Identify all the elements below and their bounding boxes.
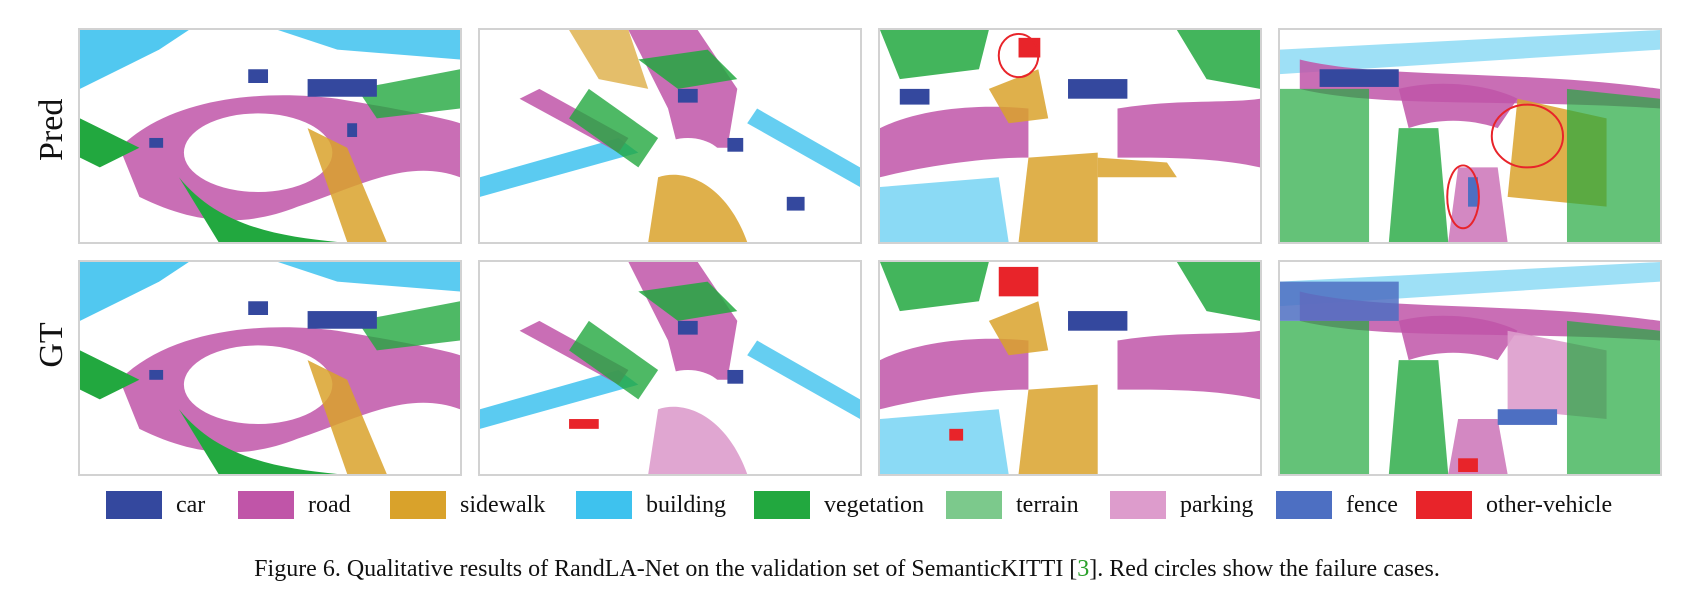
panel-pred-scene-1 [78, 28, 462, 244]
legend-item-terrain: terrain [946, 490, 1079, 520]
legend-label: vegetation [824, 491, 924, 518]
legend-swatch [1110, 491, 1166, 519]
legend-label: building [646, 491, 727, 518]
legend-item-building: building [576, 490, 726, 520]
legend-swatch [238, 491, 294, 519]
legend-item-fence: fence [1276, 490, 1398, 520]
point-cloud-image [880, 30, 1260, 242]
legend-item-other-vehicle: other-vehicle [1416, 490, 1612, 520]
legend-swatch [946, 491, 1002, 519]
point-cloud-image [880, 262, 1260, 474]
row-label-pred: Pred [33, 98, 70, 161]
legend-label: road [308, 491, 351, 518]
panel-gt-scene-4 [1278, 260, 1662, 476]
panel-gt-scene-1 [78, 260, 462, 476]
figure-caption: Figure 6. Qualitative results of RandLA-… [0, 556, 1694, 583]
legend-label: terrain [1016, 491, 1079, 518]
caption-text: Figure 6. Qualitative results of RandLA-… [254, 556, 1078, 582]
point-cloud-image [80, 30, 460, 242]
legend-label: car [176, 491, 206, 518]
point-cloud-image [1280, 30, 1660, 242]
legend-label: fence [1346, 491, 1398, 518]
panel-gt-scene-3 [878, 260, 1262, 476]
legend-label: parking [1180, 491, 1254, 518]
point-cloud-image [80, 262, 460, 474]
legend-swatch [576, 491, 632, 519]
point-cloud-image [480, 30, 860, 242]
legend-swatch [106, 491, 162, 519]
legend-item-vegetation: vegetation [754, 490, 924, 520]
legend-swatch [1276, 491, 1332, 519]
point-cloud-image [1280, 262, 1660, 474]
point-cloud-image [480, 262, 860, 474]
legend-swatch [754, 491, 810, 519]
caption-text-end: ]. Red circles show the failure cases. [1089, 556, 1440, 582]
panel-pred-scene-2 [478, 28, 862, 244]
legend-item-sidewalk: sidewalk [390, 490, 545, 520]
citation-link[interactable]: 3 [1077, 556, 1090, 582]
panel-pred-scene-4 [1278, 28, 1662, 244]
legend-item-parking: parking [1110, 490, 1253, 520]
legend-swatch [390, 491, 446, 519]
panel-gt-scene-2 [478, 260, 862, 476]
row-label-gt: GT [33, 322, 70, 368]
legend-item-road: road [238, 490, 351, 520]
legend-swatch [1416, 491, 1472, 519]
legend-label: other-vehicle [1486, 491, 1613, 518]
panel-pred-scene-3 [878, 28, 1262, 244]
legend-label: sidewalk [460, 491, 546, 518]
legend-item-car: car [106, 490, 205, 520]
